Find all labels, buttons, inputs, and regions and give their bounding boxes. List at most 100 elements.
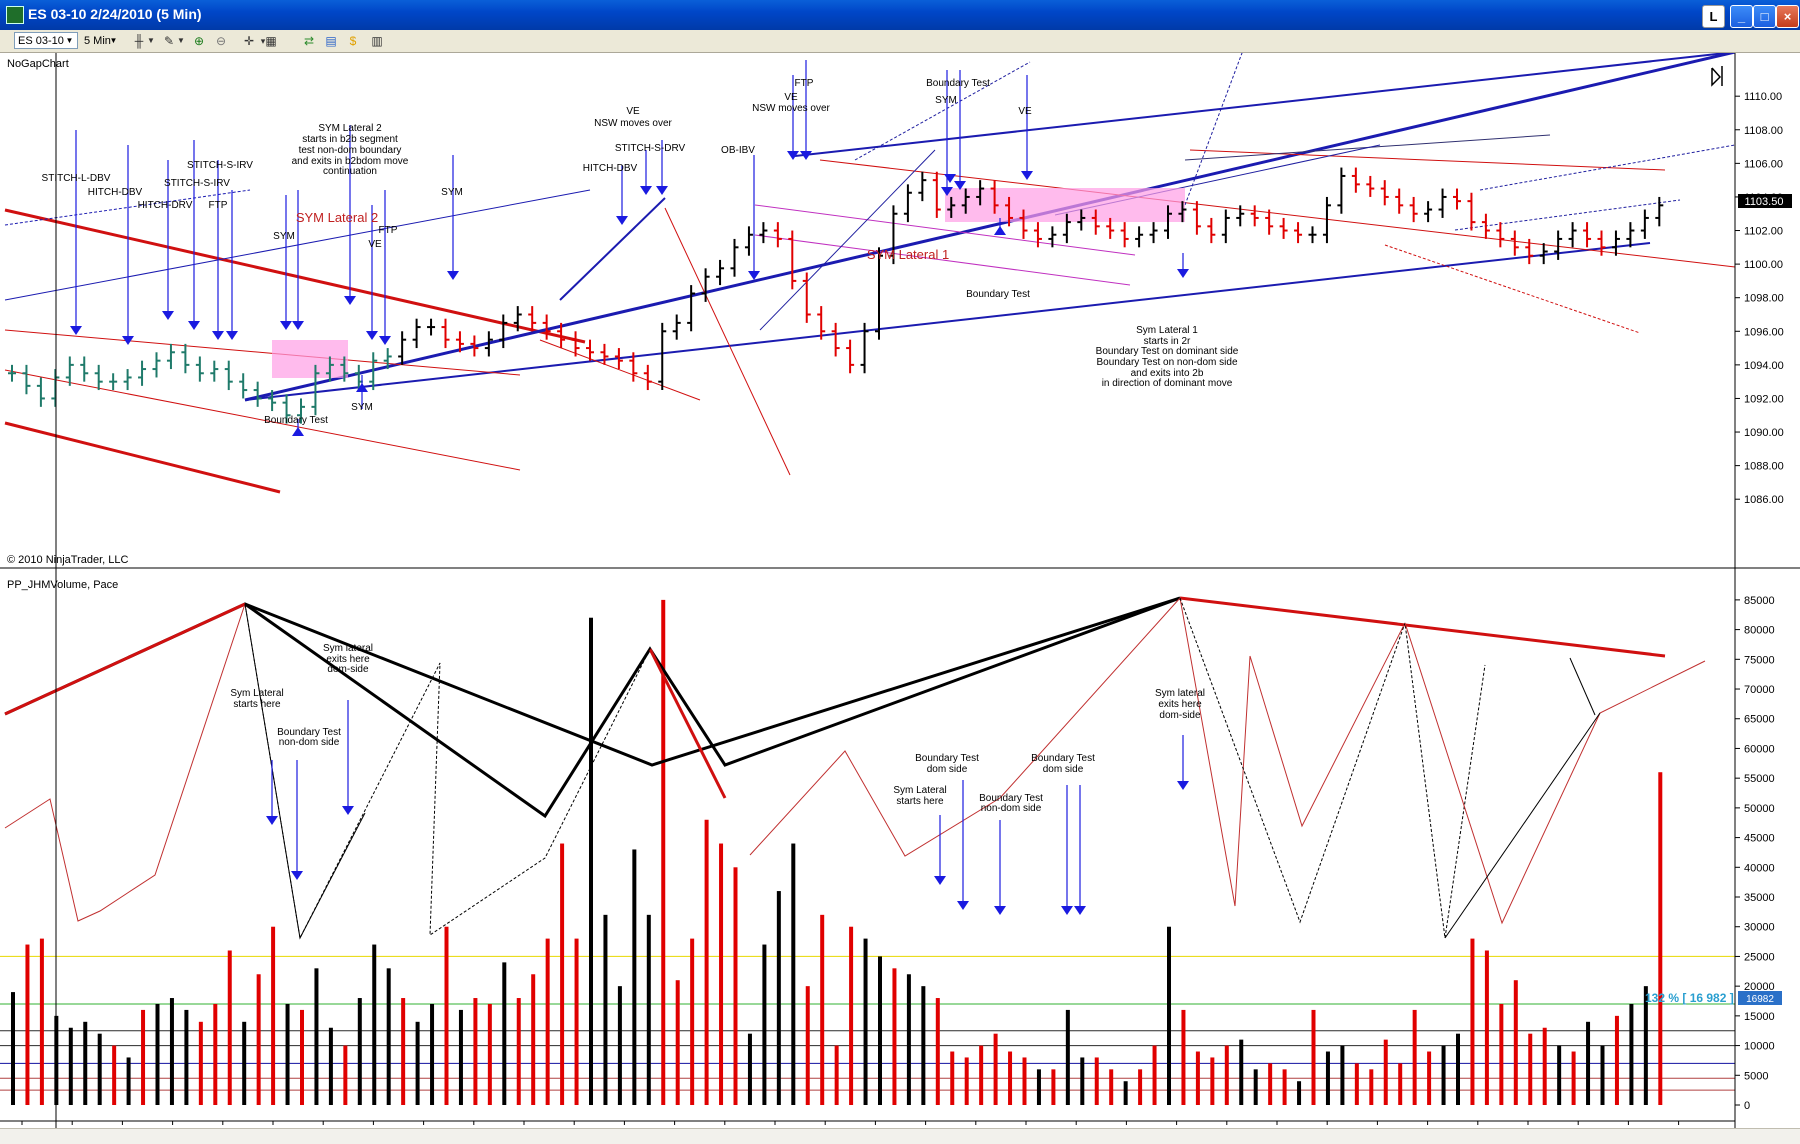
annotation-arrow-head bbox=[616, 216, 628, 225]
volume-bar bbox=[1340, 1045, 1345, 1105]
volume-bar bbox=[1210, 1057, 1215, 1105]
volume-bar bbox=[1629, 1003, 1634, 1105]
main-red-trendline bbox=[4, 208, 586, 344]
main-blue-channel-bottom bbox=[244, 242, 1651, 401]
volume-bar bbox=[1224, 1045, 1229, 1105]
volume-annotation: dom side bbox=[927, 764, 968, 775]
price-annotation: and exits into 2b bbox=[1131, 368, 1204, 379]
volume-bar bbox=[343, 1045, 348, 1105]
price-tick-label: 1090.00 bbox=[1744, 427, 1784, 439]
price-annotation: STITCH-S-DRV bbox=[615, 143, 686, 154]
interval-select[interactable]: 5 Min ▼ bbox=[80, 32, 122, 49]
volume-bar bbox=[1065, 1009, 1070, 1105]
instrument-select[interactable]: ES 03-10 ▼ bbox=[14, 32, 78, 49]
indicator-icon[interactable]: ▤ bbox=[325, 34, 337, 48]
volume-bar bbox=[603, 914, 608, 1105]
chart-area[interactable]: STITCH-L-DBV HITCH-DBV HITCH-DRV STITCH-S-I… bbox=[0, 53, 1800, 1128]
volume-tick-label: 35000 bbox=[1744, 892, 1775, 904]
thin-red-line bbox=[539, 339, 701, 401]
price-annotation: FTP bbox=[209, 200, 228, 211]
volume-bar bbox=[357, 998, 362, 1105]
annotation-arrow-head bbox=[342, 806, 354, 815]
price-annotation: Boundary Test bbox=[966, 289, 1030, 300]
volume-bar bbox=[314, 968, 319, 1105]
volume-bar bbox=[242, 1021, 247, 1105]
sym-lateral-2-box bbox=[272, 340, 348, 378]
annotation-arrow-head bbox=[954, 181, 966, 190]
price-annotation: STITCH-S-IRV bbox=[187, 160, 253, 171]
annotation-arrow-head bbox=[800, 151, 812, 160]
chevron-down-icon[interactable]: ▾ bbox=[260, 36, 266, 46]
volume-bar bbox=[184, 1009, 189, 1105]
lateral-line bbox=[754, 234, 1131, 286]
chevron-down-icon[interactable]: ▼ bbox=[177, 36, 185, 45]
volume-bar bbox=[1383, 1039, 1388, 1105]
zoom-in-icon[interactable]: ⊕ bbox=[193, 34, 205, 48]
annotation-arrow-head bbox=[212, 331, 224, 340]
lateral-line bbox=[754, 204, 1136, 256]
volume-bar bbox=[675, 980, 680, 1105]
horizontal-scrollbar[interactable] bbox=[0, 1128, 1800, 1144]
price-annotation: Boundary Test on dominant side bbox=[1096, 346, 1239, 357]
volume-tick-label: 75000 bbox=[1744, 654, 1775, 666]
maximize-button[interactable]: □ bbox=[1753, 5, 1776, 28]
pencil-icon[interactable]: ✎ bbox=[163, 34, 175, 48]
volume-bar bbox=[1094, 1057, 1099, 1105]
volume-bar bbox=[1427, 1051, 1432, 1105]
volume-bar bbox=[993, 1033, 998, 1105]
volume-tick-label: 40000 bbox=[1744, 862, 1775, 874]
lower-red-trendline bbox=[4, 421, 281, 494]
volume-bar bbox=[285, 1003, 290, 1105]
price-annotation: SYM bbox=[351, 402, 373, 413]
volume-bars bbox=[11, 599, 1663, 1105]
price-annotation: NSW moves over bbox=[594, 118, 672, 129]
volume-annotation: Boundary Test bbox=[1031, 753, 1095, 764]
minimize-button[interactable]: _ bbox=[1730, 5, 1753, 28]
volume-bar bbox=[834, 1045, 839, 1105]
volume-tick-label: 70000 bbox=[1744, 684, 1775, 696]
volume-bar bbox=[386, 968, 391, 1105]
link-icon[interactable]: L bbox=[1702, 5, 1725, 28]
data-box-icon[interactable]: ▥ bbox=[371, 34, 383, 48]
dash-channel bbox=[1454, 199, 1681, 231]
volume-bar bbox=[11, 992, 15, 1105]
scale-justify-icon[interactable] bbox=[1711, 66, 1723, 87]
volume-pace-lines bbox=[4, 596, 1706, 940]
price-tick-label: 1094.00 bbox=[1744, 360, 1784, 372]
chevron-down-icon[interactable]: ▼ bbox=[147, 36, 155, 45]
annotation-arrow-head bbox=[1177, 781, 1189, 790]
volume-bar bbox=[589, 617, 593, 1105]
volume-tick-label: 60000 bbox=[1744, 743, 1775, 755]
crosshair-icon[interactable]: ✛ bbox=[243, 34, 255, 48]
volume-bar bbox=[213, 1003, 218, 1105]
volume-annotation: starts here bbox=[896, 796, 944, 807]
properties-icon[interactable]: ▦ bbox=[265, 34, 277, 48]
bar-type-icon[interactable]: ╫ bbox=[134, 34, 144, 48]
annotation-arrow-head bbox=[379, 336, 391, 345]
zoom-out-icon[interactable]: ⊖ bbox=[215, 34, 227, 48]
volume-panel-label: PP_JHMVolume, Pace bbox=[7, 579, 118, 591]
volume-bar bbox=[1643, 986, 1648, 1105]
volume-bar bbox=[1138, 1069, 1143, 1105]
volume-bar bbox=[1325, 1051, 1330, 1105]
volume-bar bbox=[805, 986, 810, 1105]
price-annotation: HITCH-DBV bbox=[88, 187, 143, 198]
volume-annotation: exits here bbox=[1158, 699, 1202, 710]
volume-bar bbox=[1008, 1051, 1013, 1105]
price-annotation: SYM Lateral 1 bbox=[867, 247, 949, 262]
volume-bar bbox=[68, 1027, 73, 1105]
strategy-icon[interactable]: ⇄ bbox=[303, 34, 315, 48]
volume-annotation: dom-side bbox=[327, 664, 369, 675]
volume-annotation: starts here bbox=[233, 699, 281, 710]
volume-bar bbox=[1109, 1069, 1114, 1105]
volume-tick-label: 50000 bbox=[1744, 803, 1775, 815]
close-button[interactable]: × bbox=[1776, 5, 1799, 28]
volume-bar bbox=[719, 843, 724, 1105]
volume-bar bbox=[1282, 1069, 1287, 1105]
dollar-icon[interactable]: $ bbox=[349, 34, 357, 48]
pace-badge-bg bbox=[1738, 991, 1782, 1005]
volume-bar bbox=[1470, 938, 1475, 1105]
window-title: ES 03-10 2/24/2010 (5 Min) bbox=[28, 6, 202, 22]
volume-bar bbox=[1528, 1033, 1533, 1105]
volume-bar bbox=[921, 986, 926, 1105]
